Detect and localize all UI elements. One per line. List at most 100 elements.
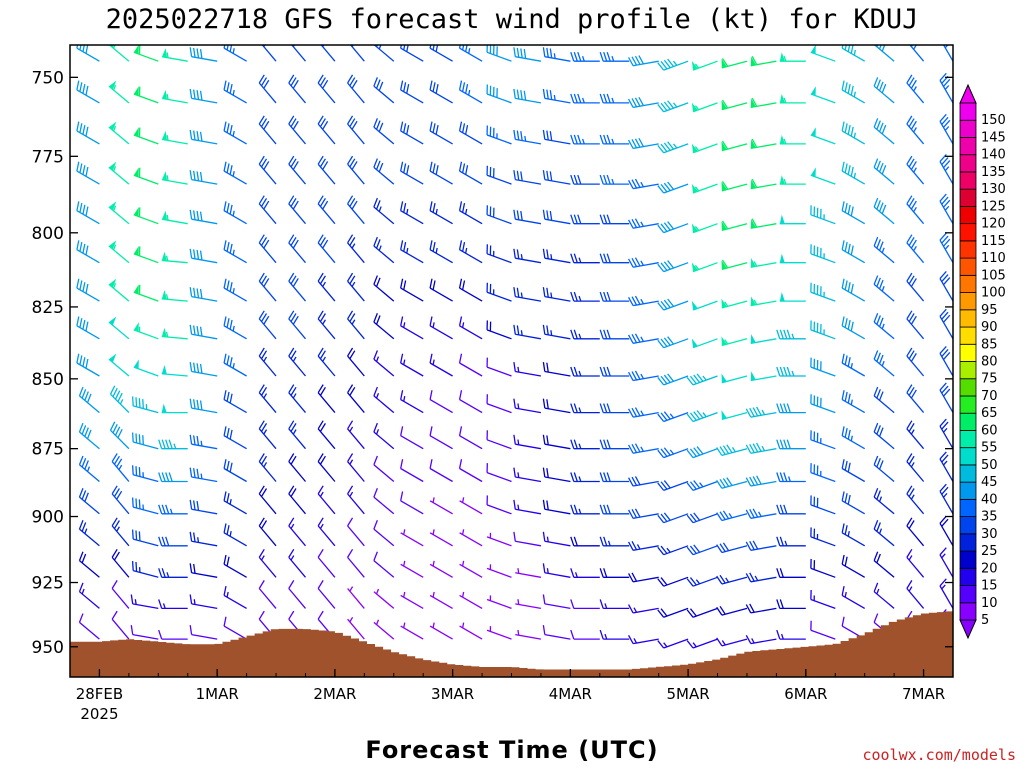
wind-barb xyxy=(779,134,806,145)
wind-barb xyxy=(429,240,453,264)
wind-barb xyxy=(599,134,630,145)
colorbar-swatch xyxy=(959,533,977,552)
wind-barb xyxy=(939,113,953,145)
wind-barb xyxy=(288,74,306,104)
colorbar-swatch xyxy=(959,516,977,535)
wind-barb xyxy=(161,48,188,62)
wind-barb xyxy=(347,517,365,547)
wind-barb xyxy=(458,390,483,414)
wind-barb xyxy=(716,444,748,457)
wind-barb xyxy=(486,463,512,483)
wind-barb xyxy=(745,540,777,551)
wind-barb xyxy=(750,258,777,268)
wind-barb xyxy=(486,564,512,578)
wind-barb xyxy=(133,45,159,62)
wind-barb xyxy=(347,234,365,264)
wind-barb xyxy=(108,45,130,62)
wind-barb xyxy=(570,134,600,145)
wind-barb xyxy=(513,248,542,264)
wind-barb xyxy=(721,140,748,152)
wind-barb xyxy=(628,572,659,583)
wind-barb xyxy=(841,426,866,450)
wind-barb xyxy=(458,80,483,104)
wind-barb xyxy=(486,532,512,547)
wind-barb xyxy=(599,504,630,515)
wind-barb xyxy=(108,278,130,302)
wind-barb xyxy=(657,141,689,154)
wind-barb xyxy=(570,174,600,185)
wind-barb xyxy=(347,45,365,62)
wind-barb xyxy=(776,568,806,578)
wind-barb xyxy=(133,207,159,225)
wind-barb xyxy=(317,420,336,450)
colorbar-swatch xyxy=(959,188,977,207)
colorbar-swatch xyxy=(959,412,977,431)
colorbar-swatch xyxy=(959,430,977,449)
wind-barb xyxy=(288,548,306,578)
wind-barb xyxy=(657,336,689,349)
wind-barb xyxy=(288,347,306,377)
wind-barb xyxy=(130,625,159,640)
wind-barb xyxy=(373,197,395,225)
wind-barb xyxy=(189,499,218,515)
colorbar-label: 80 xyxy=(981,355,998,370)
wind-barb xyxy=(317,195,336,225)
wind-barb xyxy=(486,125,512,145)
wind-barbs xyxy=(70,45,953,649)
wind-barb xyxy=(776,599,806,610)
wind-barb xyxy=(906,74,925,104)
wind-barb xyxy=(721,298,748,309)
wind-barb xyxy=(841,459,866,483)
wind-barb xyxy=(906,517,925,547)
wind-barb xyxy=(109,421,130,450)
wind-barb xyxy=(750,334,777,344)
wind-barb xyxy=(776,439,806,450)
wind-barb xyxy=(939,345,953,377)
wind-barb xyxy=(939,418,953,450)
wind-barb xyxy=(779,253,806,264)
colorbar-label: 65 xyxy=(981,406,998,421)
wind-barb xyxy=(906,485,925,515)
colorbar-swatch xyxy=(959,292,977,311)
wind-barb xyxy=(486,595,512,610)
wind-barb xyxy=(691,223,718,234)
wind-barb xyxy=(628,55,659,67)
wind-barb xyxy=(841,523,866,547)
wind-barb xyxy=(130,594,159,610)
wind-barb xyxy=(458,316,483,340)
colorbar-label: 85 xyxy=(981,337,998,352)
wind-barb xyxy=(873,275,895,302)
wind-barb xyxy=(347,310,365,340)
wind-barb xyxy=(542,248,571,264)
colorbar-label: 70 xyxy=(981,389,998,404)
wind-barb xyxy=(108,240,130,264)
wind-barb xyxy=(373,386,395,414)
wind-barb xyxy=(347,453,365,482)
wind-barb xyxy=(542,434,571,450)
wind-barb xyxy=(317,453,336,482)
wind-barb xyxy=(779,52,806,62)
wind-barb xyxy=(657,545,689,556)
wind-barb xyxy=(78,488,100,515)
wind-barb xyxy=(486,357,512,377)
wind-barb xyxy=(841,201,866,225)
wind-barb xyxy=(373,551,395,578)
wind-barb xyxy=(873,386,895,414)
wind-barb xyxy=(429,591,453,609)
wind-barb xyxy=(317,580,336,609)
colorbar-bottom-arrow xyxy=(959,619,977,640)
wind-barb xyxy=(691,143,718,154)
colorbar-swatch xyxy=(959,585,977,604)
wind-barb xyxy=(317,74,336,104)
wind-barb xyxy=(721,58,748,69)
wind-barb xyxy=(317,517,336,547)
wind-barb xyxy=(686,480,718,492)
wind-barb xyxy=(716,477,748,489)
wind-barb xyxy=(288,234,306,264)
wind-barb xyxy=(657,576,689,587)
wind-barb xyxy=(400,390,424,414)
wind-barb xyxy=(513,88,542,104)
wind-barb xyxy=(686,638,718,649)
wind-barb xyxy=(513,47,542,62)
colorbar-swatch xyxy=(959,378,977,397)
